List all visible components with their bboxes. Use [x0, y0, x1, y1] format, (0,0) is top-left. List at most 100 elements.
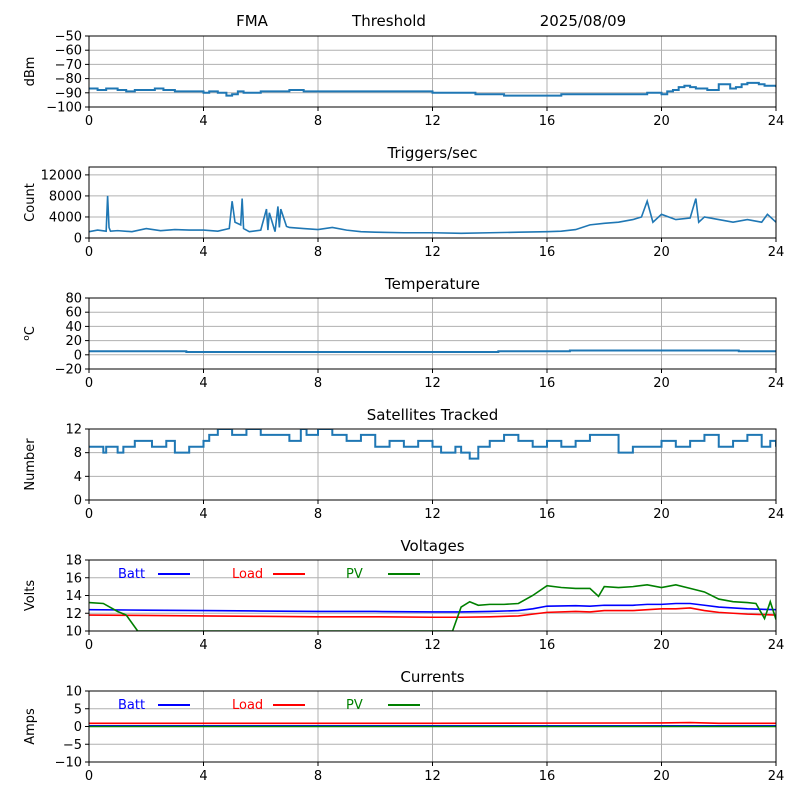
series-line-load: [89, 607, 776, 619]
x-tick-label: 16: [539, 376, 556, 391]
y-axis-label: oC: [22, 326, 38, 341]
chart-panel-4: 0 4 8 12 16 20 24 0 4 8 12 Satellites Tracked Number: [23, 406, 784, 522]
y-tick-label: 10: [65, 625, 82, 640]
x-tick-label: 4: [199, 769, 207, 784]
x-tick-label: 8: [314, 376, 322, 391]
y-tick-label: 18: [65, 554, 82, 569]
y-tick-label: −10: [55, 756, 82, 771]
header-date: 2025/08/09: [540, 12, 626, 30]
y-tick-label: 14: [65, 589, 82, 604]
y-tick-label: 5: [74, 702, 82, 717]
x-tick-label: 12: [424, 769, 441, 784]
x-tick-label: 8: [314, 638, 322, 653]
legend-label: Batt: [118, 567, 145, 582]
x-tick-label: 24: [768, 376, 785, 391]
x-tick-label: 12: [424, 376, 441, 391]
chart-panel-5: 0 4 8 12 16 20 24 10 12 14 16 18 Voltages Volts Batt Lo…: [23, 537, 784, 653]
panel-title: Voltages: [400, 537, 464, 555]
chart-panel-6: 0 4 8 12 16 20 24 −10 −5 0 5 10 Currents Amps Batt Load…: [23, 668, 784, 784]
series-line-pv: [89, 584, 776, 631]
y-tick-label: −20: [55, 363, 82, 378]
x-tick-label: 8: [314, 245, 322, 260]
x-tick-label: 0: [85, 769, 93, 784]
header-mode: Threshold: [351, 12, 426, 30]
x-tick-label: 4: [199, 507, 207, 522]
x-tick-label: 20: [653, 507, 670, 522]
y-axis-label: Number: [23, 438, 38, 491]
x-tick-label: 20: [653, 245, 670, 260]
y-tick-label: −100: [46, 101, 82, 116]
y-tick-label: −50: [55, 30, 82, 45]
series-line-1: [89, 349, 776, 353]
x-tick-label: 8: [314, 114, 322, 129]
y-tick-label: 0: [74, 348, 82, 363]
x-tick-label: 16: [539, 769, 556, 784]
panel-title: Satellites Tracked: [367, 406, 498, 424]
y-tick-label: 0: [74, 720, 82, 735]
x-tick-label: 4: [199, 638, 207, 653]
y-axis-label: Count: [23, 183, 38, 222]
x-tick-label: 20: [653, 769, 670, 784]
x-tick-label: 20: [653, 114, 670, 129]
y-axis-label: Amps: [23, 708, 38, 745]
x-tick-label: 12: [424, 638, 441, 653]
legend-label: PV: [346, 698, 363, 713]
y-tick-label: 16: [65, 571, 82, 586]
x-tick-label: 16: [539, 638, 556, 653]
y-tick-label: 4000: [49, 210, 82, 225]
series-line-batt: [89, 602, 776, 613]
header-station: FMA: [236, 12, 269, 30]
y-tick-label: 10: [65, 685, 82, 700]
x-tick-label: 24: [768, 114, 785, 129]
y-axis-label: Volts: [23, 580, 38, 612]
chart-panel-2: 0 4 8 12 16 20 24 0 4000 8000 12000 Triggers/sec Cou…: [23, 144, 784, 260]
x-tick-label: 24: [768, 507, 785, 522]
y-tick-label: 0: [74, 494, 82, 509]
chart-panel-1: 0 4 8 12 16 20 24 −100−90−80−70−60−50 dBm: [23, 30, 784, 130]
x-tick-label: 0: [85, 114, 93, 129]
series-line-1: [89, 195, 776, 235]
x-tick-label: 0: [85, 245, 93, 260]
x-tick-label: 16: [539, 245, 556, 260]
legend-label: Batt: [118, 698, 145, 713]
x-tick-label: 16: [539, 114, 556, 129]
x-tick-label: 8: [314, 507, 322, 522]
panel-title: Triggers/sec: [387, 144, 478, 162]
panel-title: Currents: [400, 668, 464, 686]
x-tick-label: 4: [199, 114, 207, 129]
x-tick-label: 12: [424, 507, 441, 522]
series-line-1: [89, 429, 776, 460]
x-tick-label: 8: [314, 769, 322, 784]
y-axis-label: dBm: [23, 57, 38, 87]
x-tick-label: 0: [85, 376, 93, 391]
y-tick-label: 8000: [49, 189, 82, 204]
x-tick-label: 24: [768, 769, 785, 784]
x-tick-label: 4: [199, 376, 207, 391]
x-tick-label: 20: [653, 638, 670, 653]
legend-label: Load: [232, 698, 263, 713]
x-tick-label: 4: [199, 245, 207, 260]
y-tick-label: 0: [74, 232, 82, 247]
y-tick-label: −60: [55, 44, 82, 59]
y-tick-label: 60: [65, 306, 82, 321]
y-tick-label: −70: [55, 58, 82, 73]
x-tick-label: 0: [85, 507, 93, 522]
y-tick-label: −90: [55, 86, 82, 101]
panel-title: Temperature: [384, 275, 480, 293]
legend-label: PV: [346, 567, 363, 582]
y-tick-label: −5: [63, 738, 82, 753]
y-tick-label: 80: [65, 292, 82, 307]
y-tick-label: 8: [74, 446, 82, 461]
series-line-load: [89, 721, 776, 725]
y-tick-label: −80: [55, 72, 82, 87]
x-tick-label: 20: [653, 376, 670, 391]
y-tick-label: 40: [65, 320, 82, 335]
x-tick-label: 16: [539, 507, 556, 522]
legend-label: Load: [232, 567, 263, 582]
y-tick-label: 12: [65, 423, 82, 438]
x-tick-label: 24: [768, 638, 785, 653]
x-tick-label: 12: [424, 114, 441, 129]
